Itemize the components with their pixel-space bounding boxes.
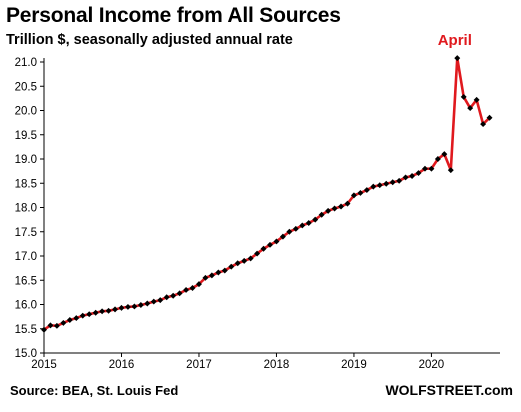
chart-plot-area [41, 55, 493, 333]
brand-label: WOLFSTREET.com [385, 382, 513, 398]
y-tick-label: 17.5 [15, 227, 37, 239]
data-point [312, 216, 319, 223]
y-tick-label: 15.0 [15, 348, 37, 360]
data-point [318, 211, 325, 218]
y-tick-label: 20.5 [15, 81, 37, 93]
data-point [389, 179, 396, 186]
y-tick-label: 16.5 [15, 275, 37, 287]
data-point [447, 167, 454, 174]
data-point [228, 263, 235, 270]
data-point [434, 156, 441, 162]
x-tick-label: 2020 [419, 359, 445, 371]
data-point [124, 303, 131, 310]
y-tick-label: 17.0 [15, 251, 37, 263]
data-point [157, 297, 164, 304]
data-point [350, 192, 357, 199]
chart-axes [43, 58, 500, 354]
y-tick-label: 19.5 [15, 130, 37, 142]
data-point [131, 303, 138, 310]
data-point [396, 177, 403, 184]
x-tick-label: 2015 [31, 359, 57, 371]
x-tick-label: 2016 [109, 359, 135, 371]
data-point [170, 292, 177, 299]
annotation-label: April [438, 32, 472, 49]
data-point [47, 322, 54, 329]
x-tick-label: 2017 [186, 359, 212, 371]
data-point [92, 309, 99, 316]
data-point [383, 180, 390, 187]
data-point [454, 55, 461, 62]
data-point [189, 285, 196, 291]
data-point [221, 267, 228, 274]
data-point [254, 250, 261, 257]
y-tick-label: 18.0 [15, 203, 37, 215]
x-tick-label: 2019 [341, 359, 367, 371]
source-note: Source: BEA, St. Louis Fed [10, 383, 179, 398]
data-point [150, 298, 157, 305]
data-point [473, 96, 480, 103]
chart-subtitle: Trillion $, seasonally adjusted annual r… [6, 32, 293, 48]
series-line [43, 56, 491, 331]
data-point [331, 205, 338, 212]
chart-ticks: 15.0 15.5 16.0 16.5 17.0 17.5 18.0 18.5 19.0 19.5… [15, 57, 445, 371]
data-point [215, 269, 222, 276]
y-tick-label: 21.0 [15, 57, 37, 69]
data-point [486, 114, 493, 121]
data-point [137, 302, 144, 308]
data-point [105, 307, 112, 314]
x-tick-label: 2018 [264, 359, 290, 371]
data-point [53, 322, 60, 329]
data-point [118, 304, 125, 311]
data-point [86, 311, 93, 318]
y-tick-label: 16.0 [15, 300, 37, 312]
data-point [41, 326, 47, 333]
data-point [480, 121, 487, 128]
data-point [460, 93, 467, 100]
y-tick-label: 20.0 [15, 106, 37, 118]
data-point [376, 182, 383, 189]
data-point [99, 308, 106, 315]
chart-title: Personal Income from All Sources [6, 4, 341, 27]
data-point [112, 306, 118, 313]
data-point [183, 286, 190, 293]
data-point [241, 257, 248, 264]
y-tick-label: 19.0 [15, 154, 37, 166]
data-point [202, 274, 209, 281]
chart-annotations: April [438, 32, 472, 49]
data-point [305, 220, 312, 226]
data-point [338, 203, 344, 210]
data-point [279, 233, 286, 240]
data-point [234, 260, 241, 267]
data-point [286, 228, 293, 235]
data-point [467, 105, 474, 112]
y-tick-label: 18.5 [15, 178, 37, 190]
y-tick-label: 15.5 [15, 324, 37, 336]
data-point [144, 300, 151, 307]
data-point [60, 319, 67, 326]
